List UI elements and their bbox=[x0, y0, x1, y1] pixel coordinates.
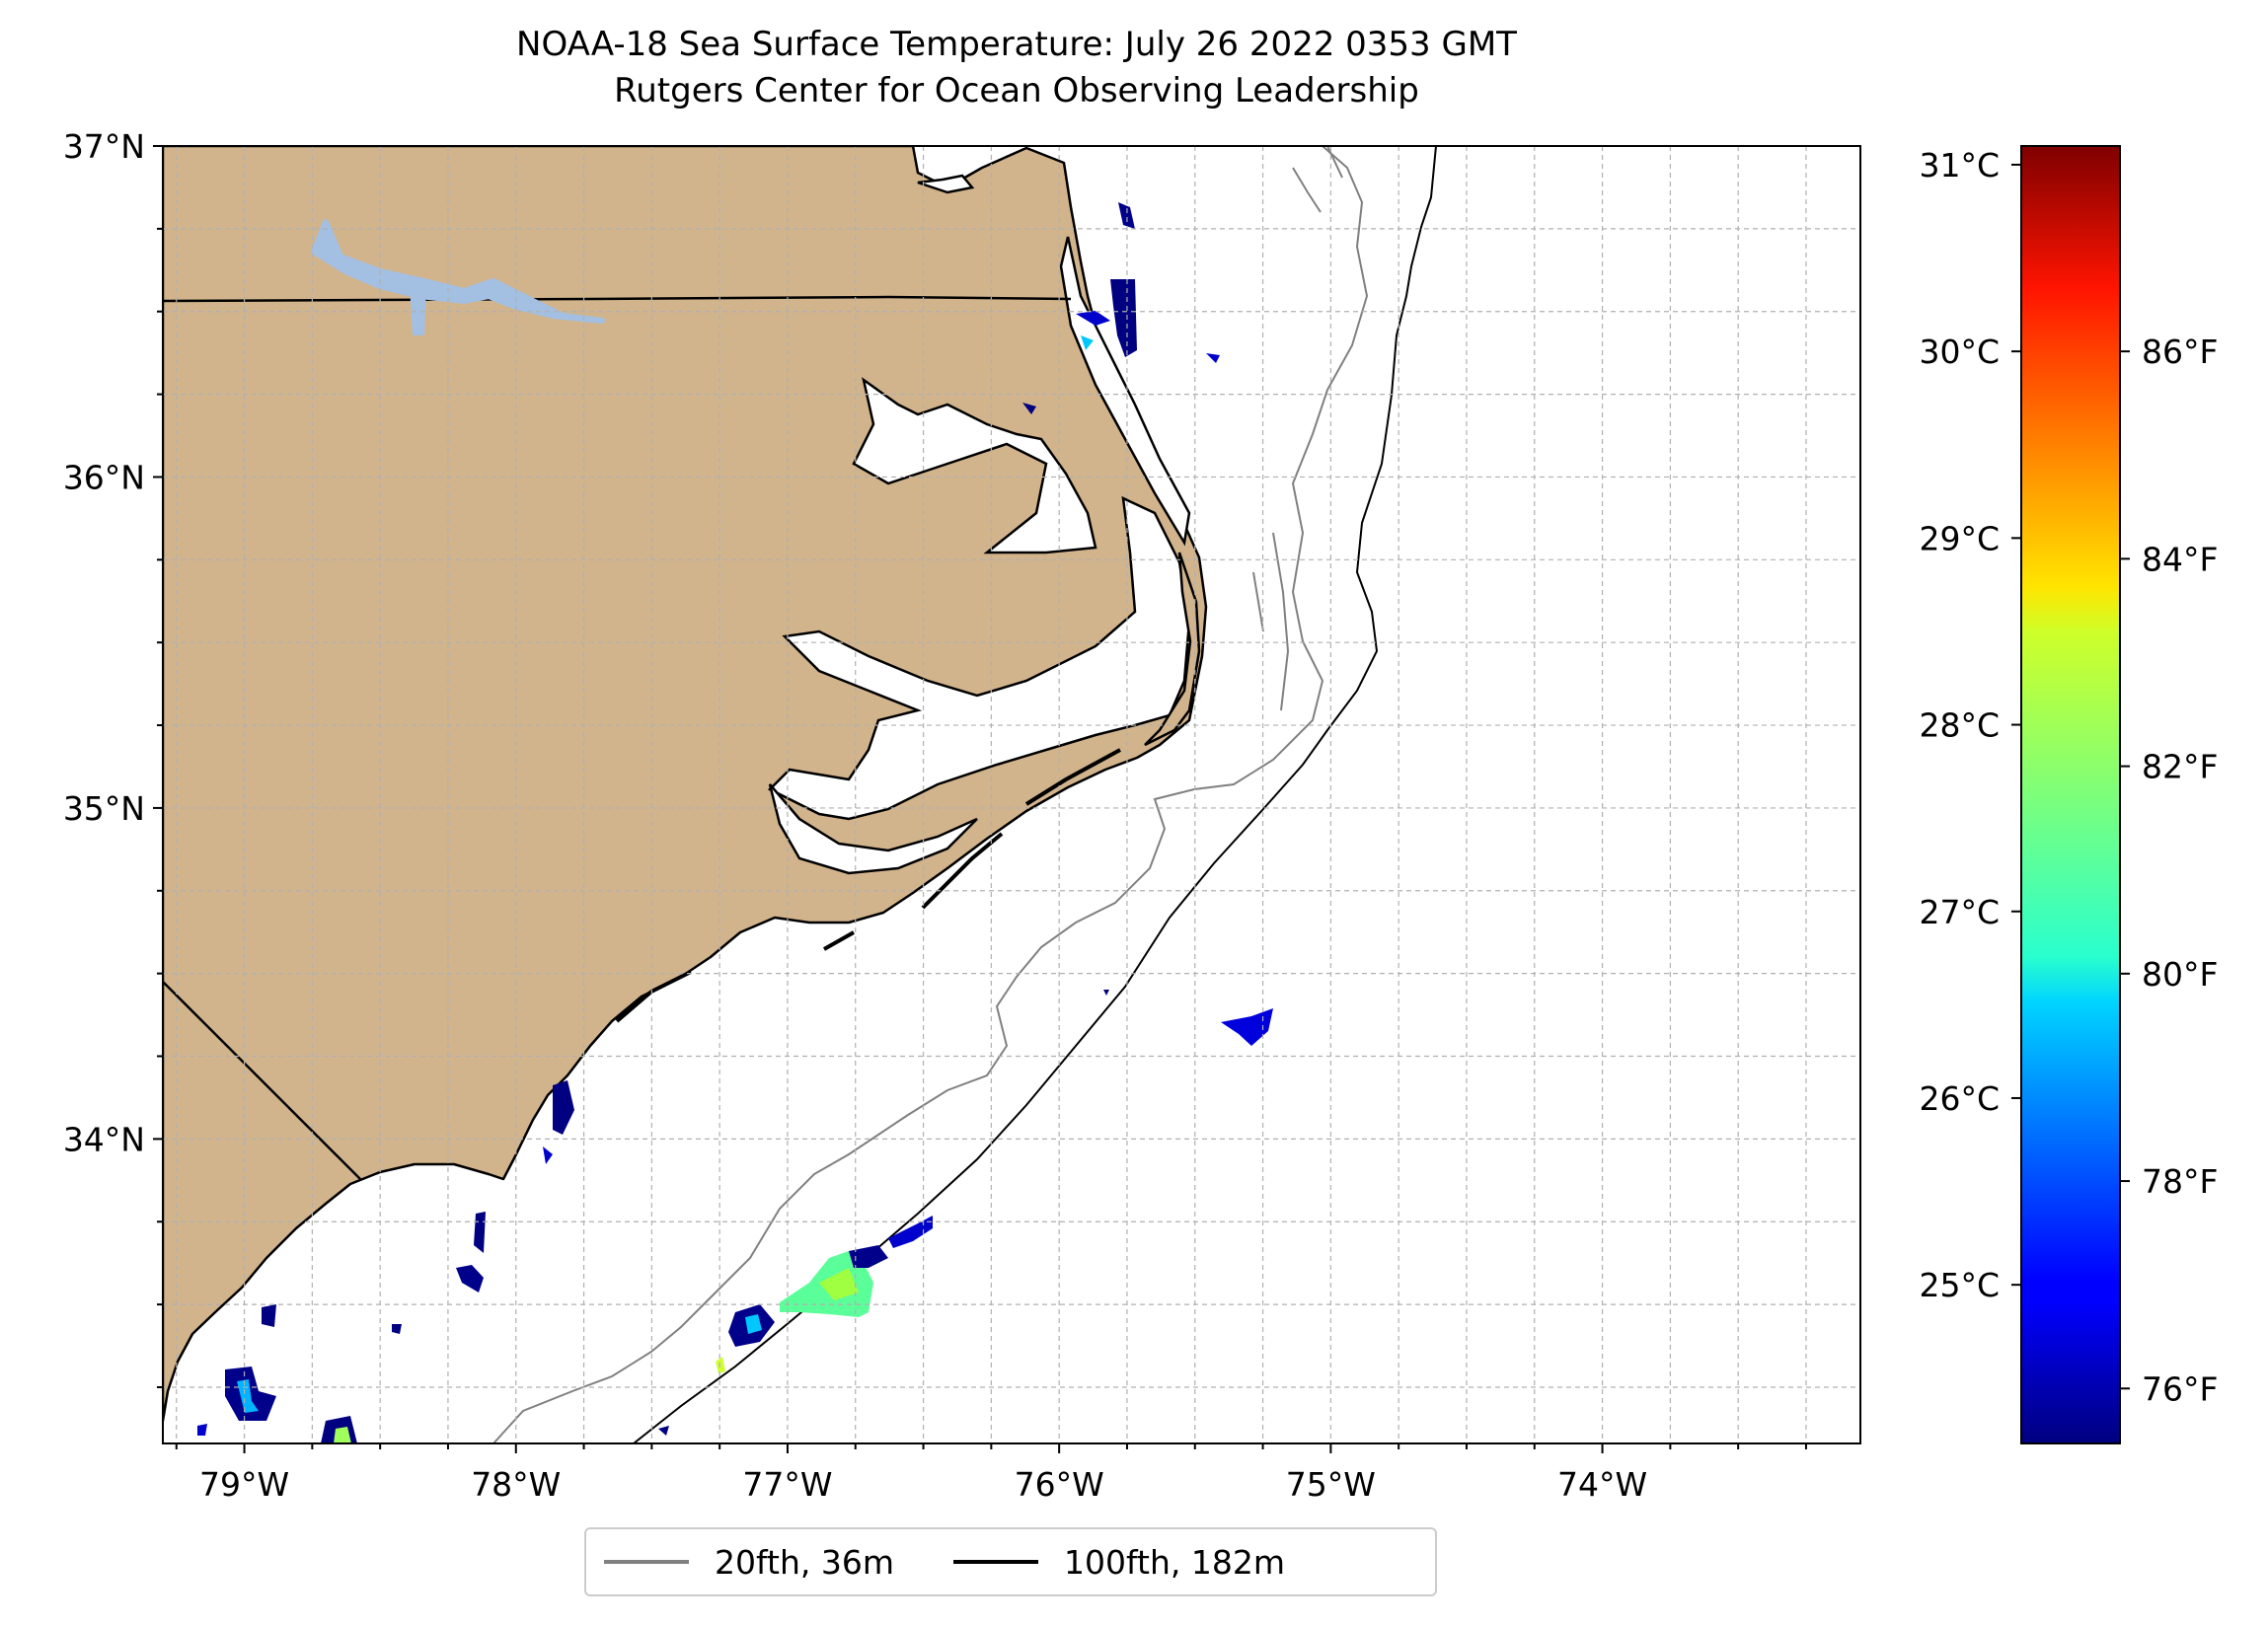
colorbar-fahrenheit-label: 80°F bbox=[2142, 955, 2218, 994]
colorbar-fahrenheit-label: 76°F bbox=[2142, 1369, 2218, 1408]
map-axes: 79°W 78°W 77°W 76°W 75°W 74°W 37°N 36°N 35°N 34°N bbox=[63, 127, 1807, 1504]
colorbar-fahrenheit-label: 86°F bbox=[2142, 333, 2218, 371]
colorbar-celsius-label: 26°C bbox=[1919, 1079, 2000, 1118]
lat-tick-label: 37°N bbox=[63, 127, 145, 166]
lon-tick-label: 74°W bbox=[1557, 1465, 1647, 1504]
lat-tick-label: 35°N bbox=[63, 789, 145, 828]
map-gridlines bbox=[163, 145, 1860, 1443]
isobath-20fth-shoals bbox=[1252, 146, 1343, 711]
kerr-lake-arm bbox=[410, 284, 426, 335]
colorbar bbox=[2020, 145, 2121, 1444]
colorbar-celsius-label: 27°C bbox=[1919, 893, 2000, 931]
colorbar-celsius-label: 28°C bbox=[1919, 706, 2000, 745]
albemarle-sound bbox=[852, 377, 1097, 554]
state-border-nc-sc bbox=[163, 981, 361, 1180]
lon-tick-label: 76°W bbox=[1015, 1465, 1104, 1504]
isobath-100fth bbox=[633, 146, 1437, 1443]
back-bay bbox=[1059, 236, 1191, 547]
lat-tick-label: 34°N bbox=[63, 1120, 145, 1158]
legend-swatch-20fth bbox=[604, 1560, 689, 1564]
legend-item-20fth: 20fth, 36m bbox=[596, 1543, 894, 1582]
colorbar-celsius-label: 30°C bbox=[1919, 333, 2000, 371]
chart-title: NOAA-18 Sea Surface Temperature: July 26… bbox=[0, 22, 2033, 114]
land-mass bbox=[163, 146, 1208, 1423]
sst-pixels bbox=[197, 202, 1273, 1443]
colorbar-fahrenheit-label: 84°F bbox=[2142, 540, 2218, 578]
state-border-va-nc bbox=[163, 295, 1072, 303]
lon-tick-label: 78°W bbox=[471, 1465, 561, 1504]
isobath-20fth bbox=[492, 146, 1369, 1443]
colorbar-fahrenheit-label: 82°F bbox=[2142, 748, 2218, 786]
lon-tick-label: 77°W bbox=[742, 1465, 832, 1504]
lon-tick-label: 75°W bbox=[1286, 1465, 1376, 1504]
legend-label-20fth: 20fth, 36m bbox=[715, 1542, 894, 1582]
neuse-river bbox=[768, 783, 978, 875]
legend: 20fth, 36m 100fth, 182m bbox=[584, 1527, 1437, 1596]
title-line-2: Rutgers Center for Ocean Observing Leade… bbox=[614, 71, 1419, 111]
colorbar-celsius-label: 25°C bbox=[1919, 1266, 2000, 1304]
chesapeake-inlet bbox=[917, 174, 975, 194]
lon-tick-label: 79°W bbox=[199, 1465, 289, 1504]
barrier-island-south bbox=[615, 748, 1121, 1023]
legend-swatch-100fth bbox=[953, 1560, 1038, 1564]
lat-tick-label: 36°N bbox=[63, 458, 145, 496]
colorbar-celsius-label: 31°C bbox=[1919, 146, 2000, 185]
colorbar-celsius-label: 29°C bbox=[1919, 519, 2000, 557]
colorbar-fahrenheit-label: 78°F bbox=[2142, 1162, 2218, 1201]
title-line-1: NOAA-18 Sea Surface Temperature: July 26… bbox=[516, 25, 1517, 64]
map-frame bbox=[162, 145, 1861, 1444]
legend-item-100fth: 100fth, 182m bbox=[945, 1543, 1285, 1582]
colorbar-axes: 31°C 30°C 29°C 28°C 27°C 26°C 25°C 86°F 84°F 82°F… bbox=[1919, 146, 2218, 1408]
legend-label-100fth: 100fth, 182m bbox=[1064, 1542, 1285, 1582]
pamlico-sound bbox=[767, 495, 1191, 821]
outer-banks bbox=[1144, 552, 1201, 747]
